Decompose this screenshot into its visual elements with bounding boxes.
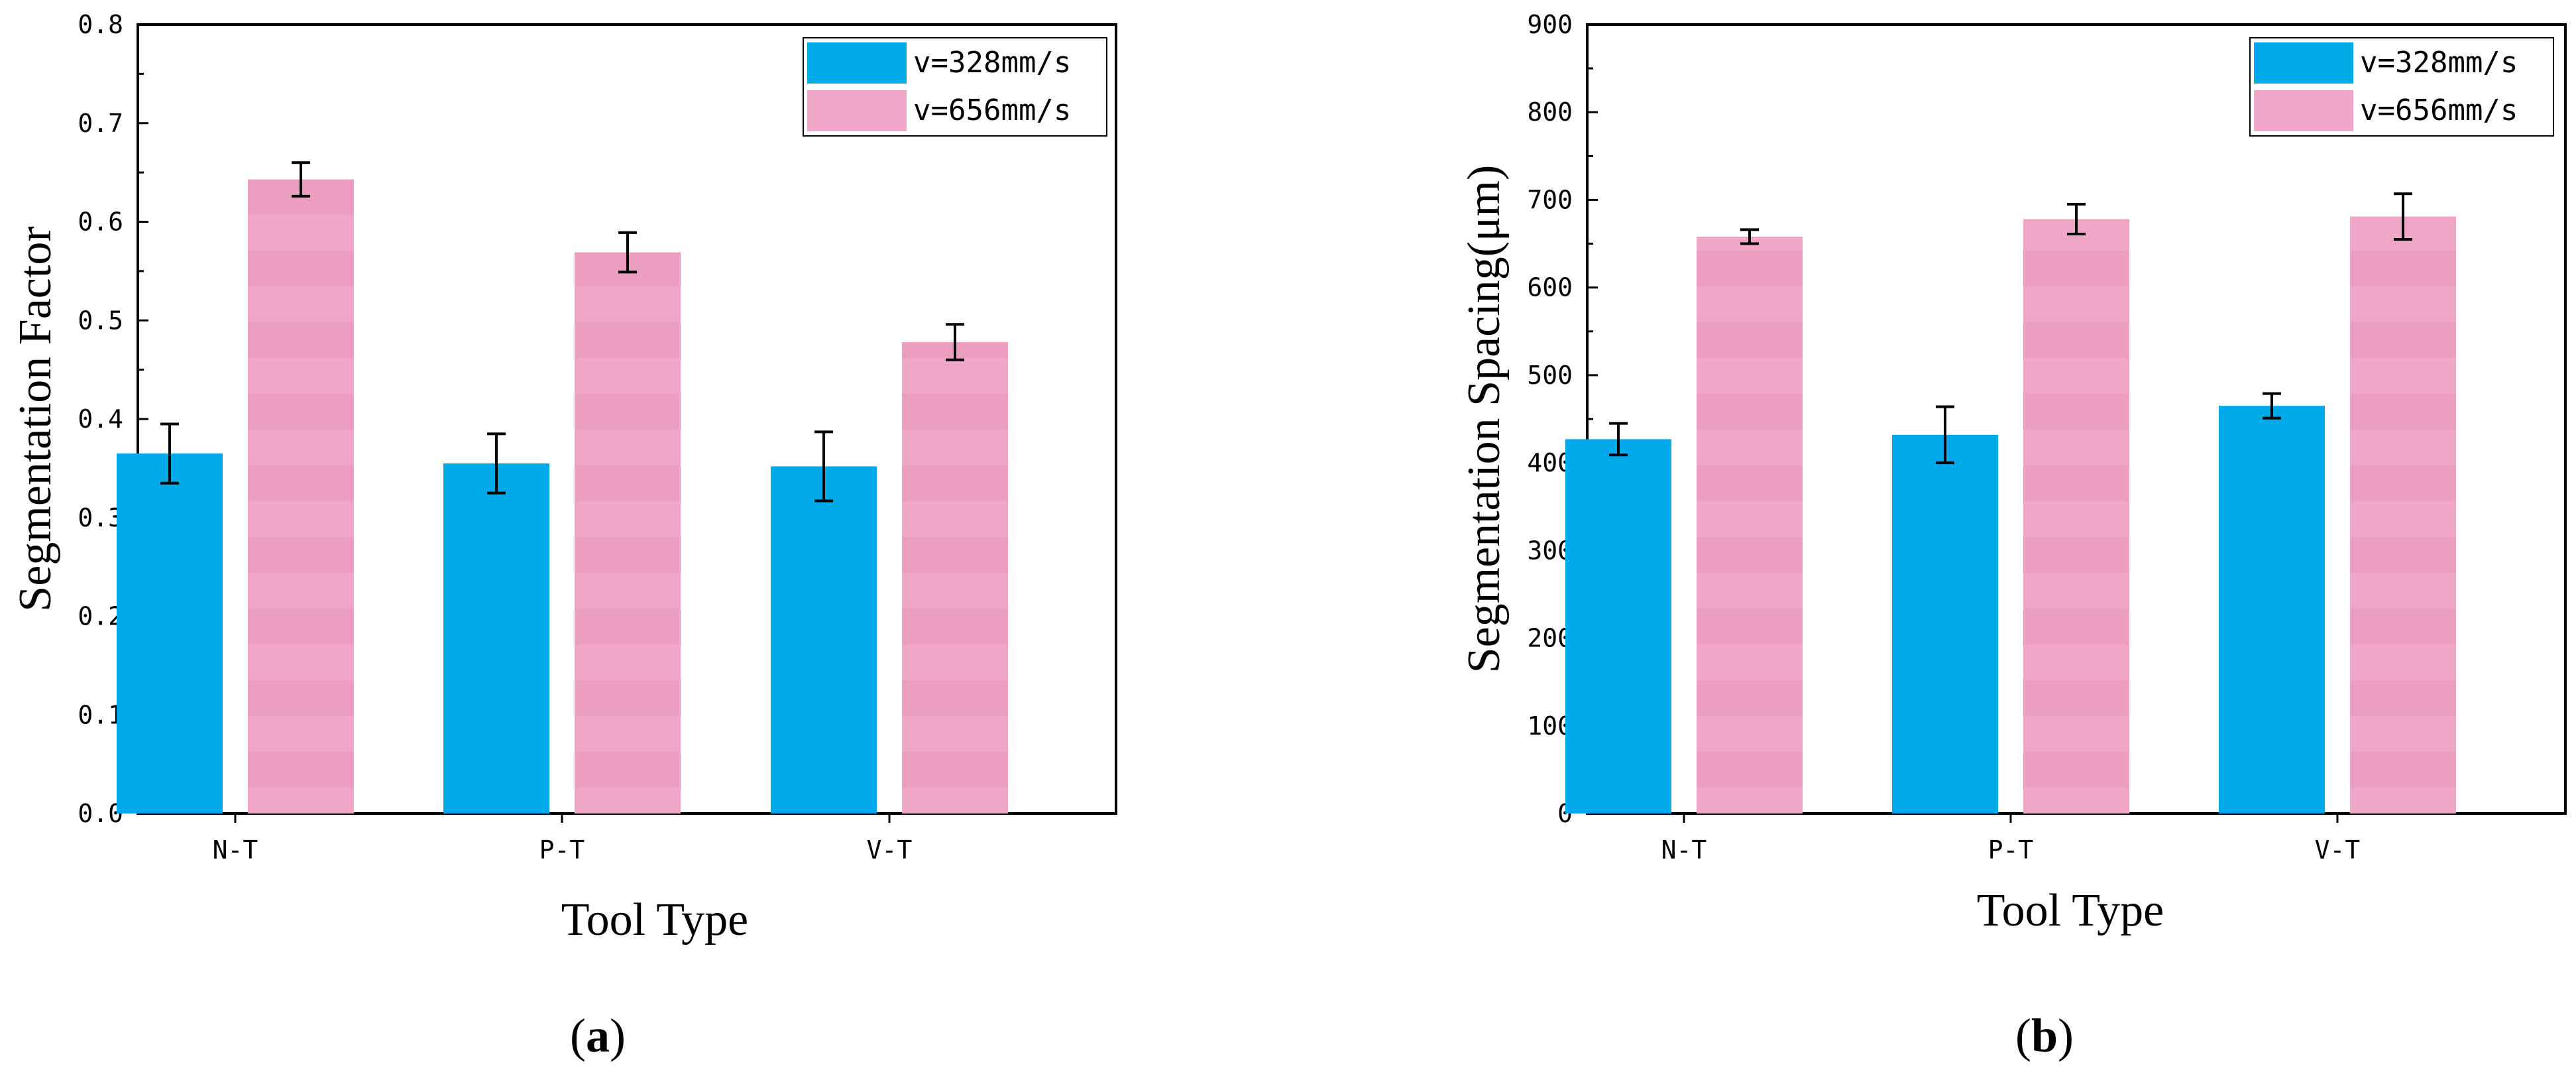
y-tick-label: 300 (1527, 536, 1573, 565)
error-bar-v656-p-t (2067, 203, 2086, 236)
chart-a-y-axis-title: Segmentation Factor (10, 226, 61, 611)
chart-b-y-axis-title: Segmentation Spacing(μm) (1459, 165, 1510, 674)
bar-v328-p-t (1892, 434, 1998, 813)
chart-b-legend-swatch-1 (2254, 42, 2353, 84)
y-tick-label: 0.1 (78, 700, 123, 729)
error-bar-v656-n-t (1740, 228, 1759, 245)
x-tick-label: N-T (1661, 835, 1707, 865)
bar-v656-p-t (575, 252, 681, 813)
y-tick-label: 0.5 (78, 306, 123, 335)
y-tick-label: 500 (1527, 361, 1573, 390)
y-tick-label: 400 (1527, 448, 1573, 477)
chart-a-panel-letter: a (586, 1009, 610, 1062)
y-tick-label: 700 (1527, 185, 1573, 214)
x-tick-label: V-T (2315, 835, 2361, 865)
chart-b-panel-label: (b) (2015, 1009, 2074, 1062)
error-bar-v656-p-t (618, 231, 637, 274)
y-tick-label: 0.6 (78, 208, 123, 237)
chart-a-x-ticks: N-T P-T V-T (213, 813, 913, 865)
chart-a-x-axis-title: Tool Type (561, 894, 749, 945)
x-tick-label: V-T (867, 835, 913, 865)
y-tick-label: 0.4 (78, 404, 123, 434)
x-tick-label: P-T (539, 835, 585, 865)
chart-a-legend-label-2: v=656mm/s (913, 93, 1071, 127)
error-bar-v328-p-t (1936, 405, 1954, 465)
bar-v656-p-t (2023, 219, 2129, 813)
y-tick-label: 0.2 (78, 602, 123, 631)
chart-a: 0.0 0.1 0.2 0.3 0.4 0.5 0.6 0.7 0.8 N-T P-T V-T v=… (10, 10, 1117, 1062)
chart-a-legend: v=328mm/s v=656mm/s (803, 37, 1107, 137)
chart-b-panel-letter: b (2031, 1009, 2058, 1062)
y-tick-label: 0.7 (78, 109, 123, 138)
error-bar-v656-n-t (292, 161, 310, 198)
bar-v328-p-t (443, 463, 549, 813)
y-tick-label: 0.0 (78, 799, 123, 828)
chart-b-x-ticks: N-T P-T V-T (1661, 813, 2361, 865)
bar-v656-v-t (2350, 216, 2456, 814)
x-tick-label: N-T (213, 835, 258, 865)
bar-v656-n-t (248, 179, 354, 814)
y-tick-label: 200 (1527, 624, 1573, 653)
y-tick-label: 900 (1527, 10, 1573, 39)
bar-v656-v-t (902, 341, 1008, 813)
bar-v656-n-t (1697, 236, 1803, 813)
error-bar-v328-v-t (2263, 392, 2281, 420)
chart-a-y-ticks: 0.0 0.1 0.2 0.3 0.4 0.5 0.6 0.7 0.8 (78, 10, 148, 828)
x-tick-label: P-T (1988, 835, 2034, 865)
chart-a-legend-swatch-2 (807, 90, 907, 131)
error-bar-v656-v-t (2394, 192, 2412, 241)
chart-b-bars (1565, 216, 2456, 814)
chart-a-error-bars (160, 161, 964, 503)
bar-v328-n-t (1565, 439, 1671, 813)
chart-a-legend-label-1: v=328mm/s (913, 46, 1071, 80)
error-bar-v328-n-t (1609, 422, 1628, 457)
chart-a-panel-label: (a) (570, 1009, 626, 1062)
chart-b-legend-swatch-2 (2254, 90, 2353, 131)
error-bar-v328-n-t (160, 422, 179, 485)
bar-v328-v-t (771, 466, 877, 813)
y-tick-label: 800 (1527, 97, 1573, 127)
chart-b-error-bars (1609, 192, 2412, 465)
chart-b-legend-label-2: v=656mm/s (2360, 93, 2518, 127)
chart-a-bars (117, 179, 1008, 814)
bar-v328-v-t (2219, 406, 2325, 813)
bar-v328-n-t (117, 453, 223, 813)
chart-b-legend: v=328mm/s v=656mm/s (2249, 37, 2554, 137)
chart-b-x-axis-title: Tool Type (1977, 885, 2164, 936)
error-bar-v656-v-t (946, 323, 964, 361)
y-tick-label: 600 (1527, 273, 1573, 302)
chart-b-legend-label-1: v=328mm/s (2360, 46, 2518, 80)
y-tick-label: 0.3 (78, 503, 123, 532)
chart-a-legend-swatch-1 (807, 42, 907, 84)
error-bar-v328-p-t (487, 432, 506, 495)
error-bar-v328-v-t (814, 430, 833, 503)
y-tick-label: 100 (1527, 711, 1573, 741)
y-tick-label: 0.8 (78, 10, 123, 39)
